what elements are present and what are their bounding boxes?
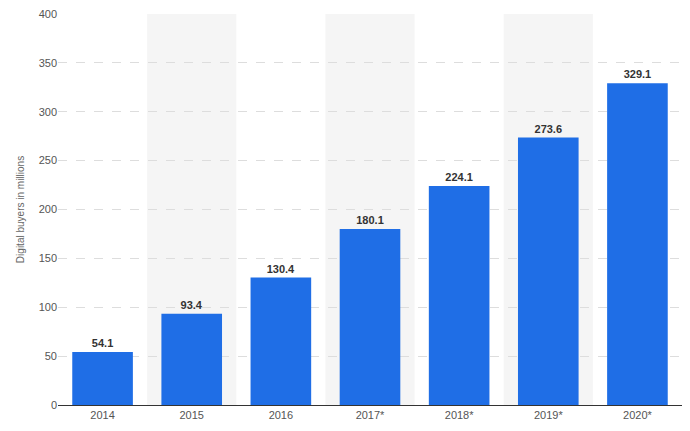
- svg-text:2019*: 2019*: [534, 409, 563, 421]
- svg-text:2015: 2015: [179, 409, 203, 421]
- svg-text:2020*: 2020*: [623, 409, 652, 421]
- svg-text:0: 0: [51, 399, 57, 411]
- svg-text:300: 300: [39, 106, 57, 118]
- svg-text:130.4: 130.4: [267, 263, 295, 275]
- svg-text:2016: 2016: [269, 409, 293, 421]
- svg-text:224.1: 224.1: [445, 171, 473, 183]
- svg-text:2014: 2014: [90, 409, 114, 421]
- svg-text:273.6: 273.6: [535, 123, 563, 135]
- svg-text:93.4: 93.4: [181, 299, 203, 311]
- svg-text:150: 150: [39, 252, 57, 264]
- svg-text:329.1: 329.1: [624, 68, 652, 80]
- svg-text:2017*: 2017*: [356, 409, 385, 421]
- svg-text:400: 400: [39, 8, 57, 20]
- svg-text:180.1: 180.1: [356, 214, 384, 226]
- svg-text:54.1: 54.1: [92, 337, 113, 349]
- svg-text:50: 50: [45, 350, 57, 362]
- svg-text:100: 100: [39, 301, 57, 313]
- svg-text:350: 350: [39, 57, 57, 69]
- svg-text:Digital buyers in millions: Digital buyers in millions: [15, 156, 26, 263]
- svg-text:250: 250: [39, 154, 57, 166]
- svg-text:2018*: 2018*: [445, 409, 474, 421]
- svg-text:200: 200: [39, 203, 57, 215]
